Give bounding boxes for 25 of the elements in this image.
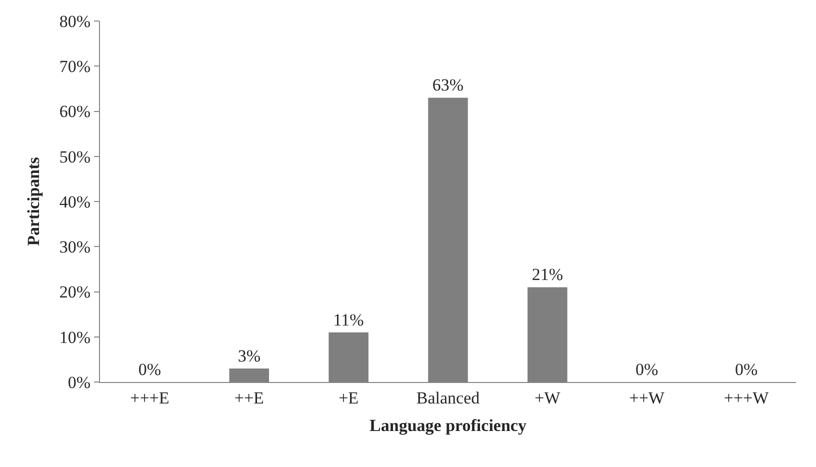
y-tick-label: 70% <box>59 57 91 76</box>
data-label: 0% <box>138 360 162 379</box>
y-tick-label: 0% <box>68 372 91 392</box>
x-tick-label: ++W <box>629 388 666 408</box>
x-tick-label: +E <box>338 388 359 408</box>
data-label: 3% <box>238 346 260 366</box>
x-tick-label: +++W <box>724 388 770 408</box>
data-label: 21% <box>532 265 564 284</box>
y-tick-label: 60% <box>59 102 91 122</box>
data-label: 63% <box>432 76 464 95</box>
x-axis-title: Language proficiency <box>370 416 527 435</box>
y-tick-label: 30% <box>59 238 91 257</box>
x-tick-label: +++E <box>130 388 170 408</box>
y-tick-label: 20% <box>59 282 91 302</box>
y-tick-label: 80% <box>59 12 91 31</box>
y-tick-label: 10% <box>59 328 91 347</box>
y-axis-title: Participants <box>24 156 43 246</box>
y-tick-label: 40% <box>59 192 91 212</box>
y-tick-label: 50% <box>59 147 91 166</box>
data-label: 0% <box>636 360 658 379</box>
x-tick-label: ++E <box>234 388 264 408</box>
x-tick-label: +W <box>534 388 562 408</box>
x-tick-label: Balanced <box>416 388 480 408</box>
data-label: 11% <box>333 310 364 330</box>
data-label: 0% <box>734 360 758 379</box>
